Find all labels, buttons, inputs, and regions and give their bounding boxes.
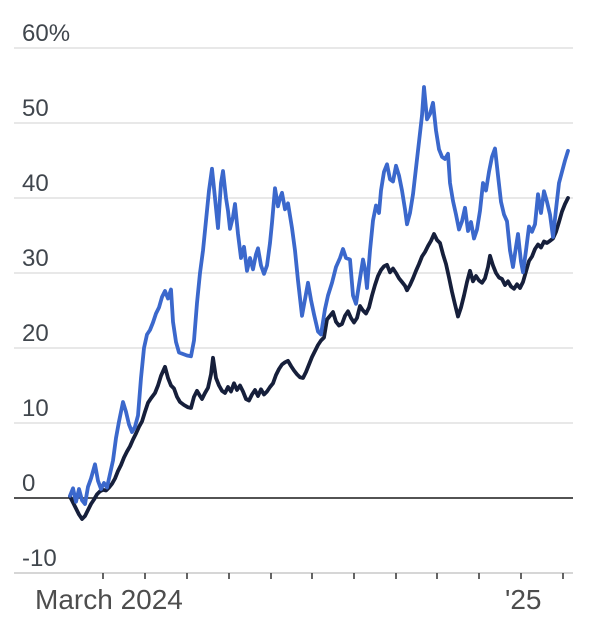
y-axis-tick-label: 30	[22, 245, 49, 272]
y-axis-tick-label: 60%	[22, 20, 70, 47]
series-line-navy	[68, 196, 570, 521]
y-axis-tick-label: -10	[22, 545, 57, 572]
y-axis-tick-label: 0	[22, 470, 35, 497]
y-axis-tick-label: 40	[22, 170, 49, 197]
x-axis-label: March 2024	[35, 584, 183, 615]
series-line-blue	[68, 85, 570, 506]
y-axis-tick-label: 20	[22, 320, 49, 347]
y-axis-tick-label: 10	[22, 395, 49, 422]
x-axis-label: '25	[505, 584, 542, 615]
y-axis-tick-label: 50	[22, 95, 49, 122]
